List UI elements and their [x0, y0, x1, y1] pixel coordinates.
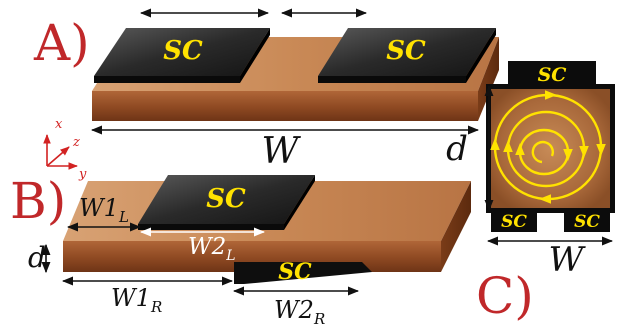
d-label-a: d: [446, 129, 468, 169]
sc-contact-b-bottom: SC: [234, 259, 372, 285]
sc-label-c-top: SC: [538, 64, 567, 86]
w-label-a: W: [261, 131, 301, 172]
w2l-label: W2L: [188, 234, 236, 264]
sc-contact-a-right: SC: [318, 28, 496, 83]
sc-label-c-bottom-right: SC: [574, 212, 600, 232]
current-loop-center: [531, 140, 554, 164]
sc-label-b-bottom: SC: [278, 259, 312, 285]
sc-label-b-top: SC: [206, 184, 246, 214]
sc-contact-a-left: SC: [94, 28, 270, 83]
w2r-label: W2R: [274, 296, 325, 328]
coordinate-axes: x y z: [43, 117, 87, 182]
sc-contact-b-top: SC: [138, 175, 315, 230]
d-label-b: d: [28, 241, 46, 274]
panel-b: B) SC SC W1L W2L d W1R W2R: [10, 172, 471, 328]
panel-label-c: C): [476, 267, 534, 325]
panel-label-a: A): [33, 14, 90, 72]
w-label-c: W: [549, 240, 587, 280]
panel-label-b: B): [10, 172, 66, 230]
z-axis-arrow: [46, 146, 70, 167]
sc-label-a-left: SC: [163, 36, 203, 66]
sc-contact-c-bottom-right: SC: [564, 208, 610, 232]
panel-a: A) SC SC W d: [33, 8, 499, 172]
sc-label-a-right: SC: [386, 36, 426, 66]
w1l-label: W1L: [79, 194, 129, 226]
sc-label-c-bottom-left: SC: [501, 212, 527, 232]
w1r-label: W1R: [111, 284, 162, 316]
x-axis-label: x: [55, 117, 63, 132]
sc-contact-c-top: SC: [508, 61, 596, 88]
sc-contact-c-bottom-left: SC: [491, 208, 537, 232]
z-axis-label: z: [72, 135, 80, 150]
y-axis-label: y: [78, 167, 87, 182]
panel-c: SC SC SC W C): [476, 61, 615, 325]
vortex-currents: [490, 90, 606, 204]
